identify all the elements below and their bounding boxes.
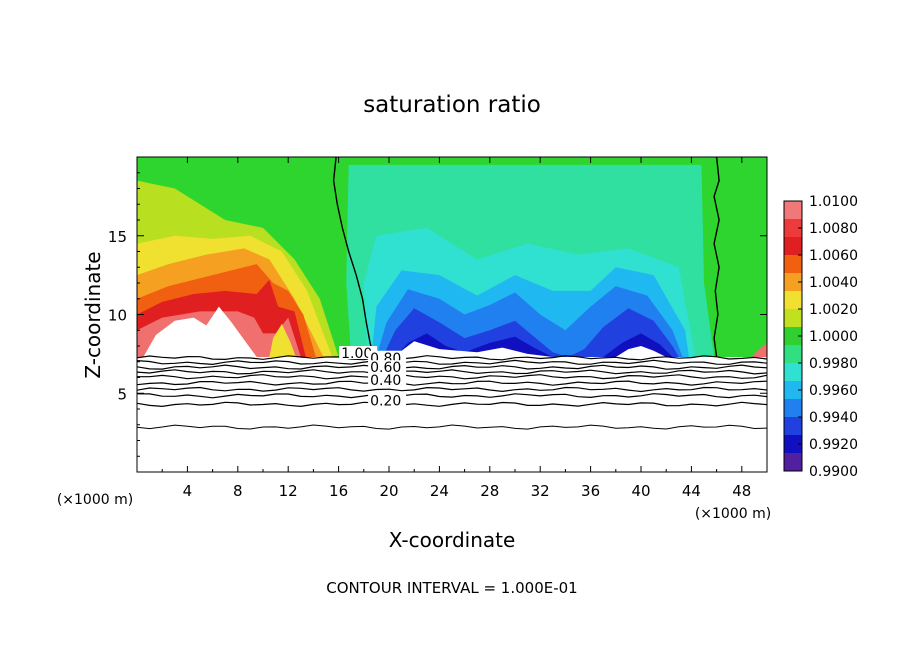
colorbar-label: 1.0060 bbox=[809, 248, 858, 264]
contour-line-0.60 bbox=[137, 373, 767, 380]
contour-line-boundary-1 bbox=[332, 157, 375, 358]
y-tick-label: 10 bbox=[108, 307, 127, 325]
field-navy-right bbox=[603, 333, 673, 357]
contour-line-0.70 bbox=[137, 369, 767, 375]
x-unit-right: (×1000 m) bbox=[695, 506, 771, 522]
colorbar-swatch bbox=[784, 363, 802, 382]
colorbar-swatch bbox=[784, 309, 802, 328]
contour-line-0.20 bbox=[137, 401, 767, 408]
saturation-field: 1.000.800.600.400.20 bbox=[137, 157, 767, 472]
field-white-right bbox=[615, 346, 667, 357]
contour-line-0.10 bbox=[137, 424, 767, 430]
x-tick-label: 12 bbox=[279, 482, 298, 500]
lower-region bbox=[137, 357, 767, 472]
colorbar-swatch bbox=[784, 399, 802, 418]
x-tick-label: 8 bbox=[233, 482, 243, 500]
field-white-mid bbox=[389, 341, 553, 357]
colorbar-swatch bbox=[784, 291, 802, 310]
contour-label: 0.20 bbox=[370, 393, 401, 409]
colorbar-swatch bbox=[784, 381, 802, 400]
y-axis-label: Z-coordinate bbox=[81, 251, 105, 378]
colorbar-swatch bbox=[784, 435, 802, 454]
colorbar-label: 1.0020 bbox=[809, 302, 858, 318]
contour-label-bg bbox=[339, 346, 378, 360]
colorbar: 1.0100 1.0080 1.0060 1.0040 1.0020 1.0000 0.99… bbox=[783, 194, 858, 480]
x-tick-label: 44 bbox=[682, 482, 701, 500]
colorbar-swatch bbox=[784, 273, 802, 292]
colorbar-swatch bbox=[784, 237, 802, 256]
x-tick-label: 24 bbox=[430, 482, 449, 500]
colorbar-swatch bbox=[784, 219, 802, 238]
contour-line-0.50 bbox=[137, 380, 767, 386]
x-tick-label: 4 bbox=[183, 482, 193, 500]
contour-line-1.00 bbox=[137, 355, 767, 361]
contour-label: 0.40 bbox=[370, 373, 401, 389]
x-tick-label: 32 bbox=[531, 482, 550, 500]
colorbar-swatch bbox=[784, 345, 802, 364]
colorbar-label: 0.9900 bbox=[809, 464, 858, 480]
contour-label-bg bbox=[368, 372, 407, 386]
x-axis-label: X-coordinate bbox=[389, 528, 516, 552]
x-tick-label: 48 bbox=[732, 482, 751, 500]
x-tick-label: 36 bbox=[581, 482, 600, 500]
contour-line-boundary-2 bbox=[713, 157, 720, 358]
colorbar-swatch bbox=[784, 327, 802, 346]
contour-label: 0.60 bbox=[370, 360, 401, 376]
contour-line-0.40 bbox=[137, 386, 767, 393]
x-tick-label: 20 bbox=[379, 482, 398, 500]
colorbar-swatch bbox=[784, 255, 802, 274]
colorbar-label: 0.9940 bbox=[809, 410, 858, 426]
colorbar-label: 0.9980 bbox=[809, 356, 858, 372]
contour-interval-note: CONTOUR INTERVAL = 1.000E-01 bbox=[326, 579, 577, 597]
y-tick-label: 15 bbox=[108, 228, 127, 246]
contour-line-0.90 bbox=[137, 359, 767, 366]
y-tick-label: 5 bbox=[117, 385, 127, 403]
x-tick-label: 40 bbox=[631, 482, 650, 500]
colorbar-swatch bbox=[784, 453, 802, 472]
contour-label-bg bbox=[368, 393, 407, 407]
contour-label: 1.00 bbox=[341, 346, 372, 362]
colorbar-label: 1.0000 bbox=[809, 329, 858, 345]
contour-line-0.30 bbox=[137, 393, 767, 399]
plot-area: 1.000.800.600.400.204 8 12 16 20 24 28 32 36 40 44… bbox=[108, 156, 768, 500]
colorbar-label: 1.0100 bbox=[809, 194, 858, 210]
field-pink-right bbox=[751, 342, 767, 357]
colorbar-swatch bbox=[784, 417, 802, 436]
colorbar-label: 1.0080 bbox=[809, 221, 858, 237]
x-tick-label: 28 bbox=[480, 482, 499, 500]
chart-title: saturation ratio bbox=[363, 92, 541, 118]
colorbar-swatch bbox=[784, 201, 802, 220]
x-unit-left: (×1000 m) bbox=[57, 492, 133, 508]
field-yellow-cell bbox=[269, 323, 296, 357]
colorbar-label: 0.9960 bbox=[809, 383, 858, 399]
x-tick-label: 16 bbox=[329, 482, 348, 500]
field-darkblue-mid bbox=[382, 308, 679, 357]
colorbar-label: 0.9920 bbox=[809, 437, 858, 453]
contour-label-bg bbox=[368, 360, 407, 374]
contour-line-0.80 bbox=[137, 364, 767, 370]
field-white-left bbox=[143, 306, 257, 357]
colorbar-label: 1.0040 bbox=[809, 275, 858, 291]
